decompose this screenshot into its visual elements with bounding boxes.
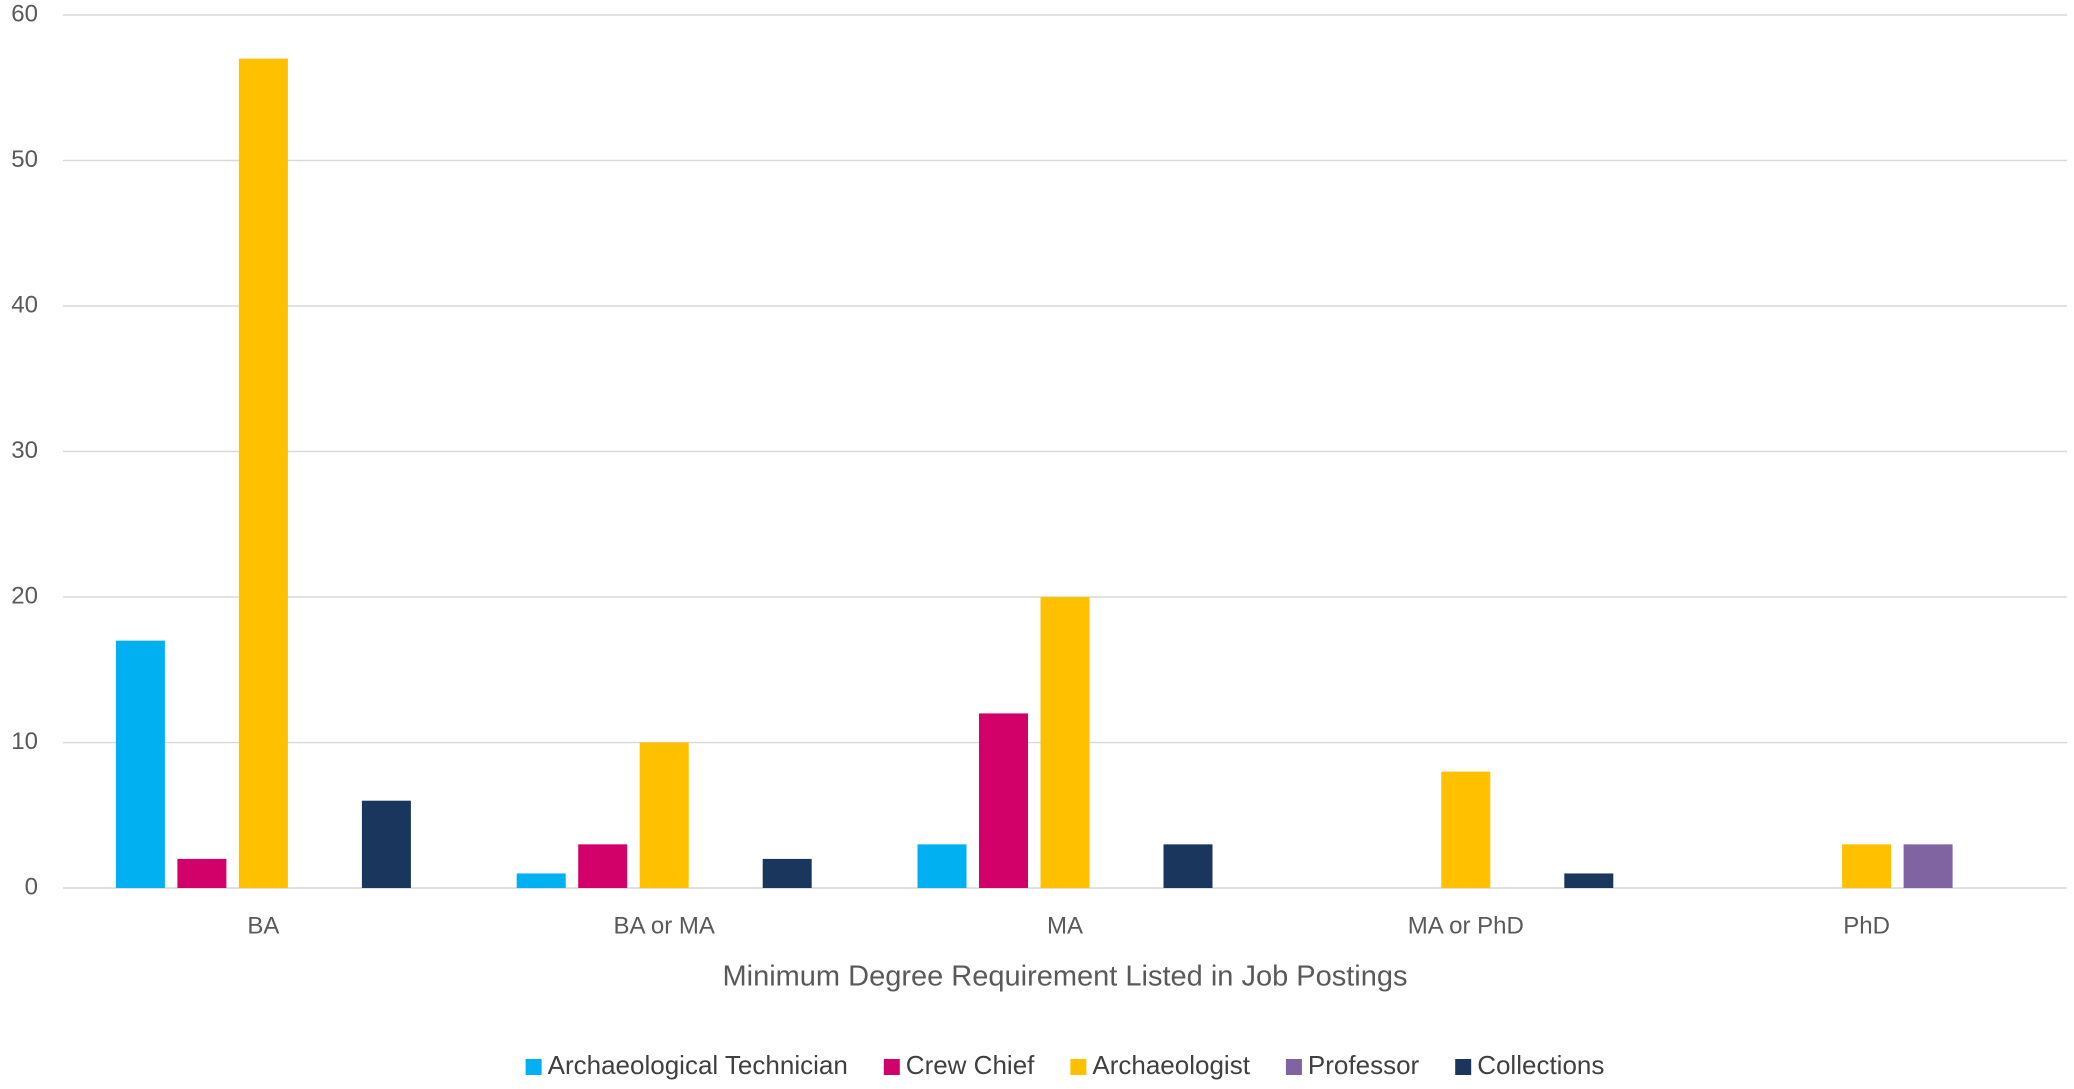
legend-swatch — [883, 1059, 900, 1075]
legend-label: Professor — [1308, 1050, 1420, 1080]
bar — [917, 844, 967, 888]
bar — [762, 858, 812, 888]
bar — [361, 800, 411, 888]
legend-swatch — [525, 1059, 542, 1075]
bar — [1040, 597, 1090, 888]
bar — [1441, 771, 1491, 888]
x-tick-label: BA — [247, 912, 279, 939]
legend: Archaeological Technician Crew Chief Archa… — [525, 1050, 1604, 1080]
bar — [1564, 873, 1614, 888]
legend-swatch — [1455, 1059, 1472, 1075]
legend-label: Crew Chief — [906, 1050, 1035, 1080]
y-tick-label: 10 — [11, 728, 38, 755]
legend-label: Archaeologist — [1092, 1050, 1250, 1080]
bar — [516, 873, 566, 888]
x-axis-title: Minimum Degree Requirement Listed in Job… — [722, 961, 1407, 993]
bar — [1903, 844, 1953, 888]
x-tick-label: BA or MA — [614, 912, 715, 939]
y-tick-label: 40 — [11, 291, 38, 318]
x-tick-label: MA or PhD — [1408, 912, 1524, 939]
bar — [1842, 844, 1892, 888]
y-tick-label: 20 — [11, 582, 38, 609]
bar — [115, 640, 165, 888]
legend-swatch — [1070, 1059, 1087, 1075]
x-tick-label: PhD — [1843, 912, 1890, 939]
y-tick-label: 60 — [11, 0, 38, 27]
y-tick-label: 30 — [11, 437, 38, 464]
bar — [177, 858, 227, 888]
y-tick-label: 50 — [11, 146, 38, 173]
legend-label: Collections — [1477, 1050, 1604, 1080]
legend-swatch — [1285, 1059, 1302, 1075]
y-tick-label: 0 — [25, 873, 38, 900]
bar — [578, 844, 628, 888]
bar — [639, 742, 689, 888]
legend-label: Archaeological Technician — [548, 1050, 848, 1080]
bar — [238, 58, 288, 888]
bar — [1163, 844, 1213, 888]
x-tick-label: MA — [1047, 912, 1083, 939]
bar — [979, 713, 1028, 888]
